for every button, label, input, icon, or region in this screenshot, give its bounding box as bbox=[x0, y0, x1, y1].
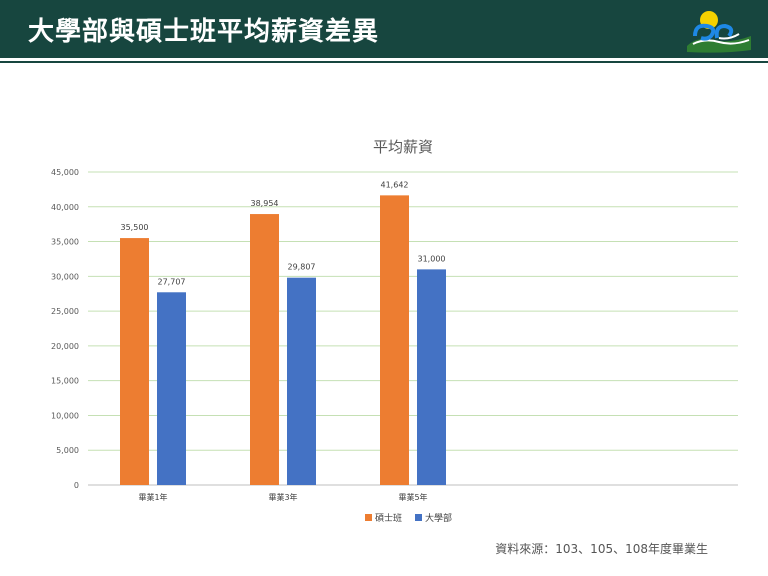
x-category-label: 畢業3年 bbox=[268, 492, 297, 502]
y-tick-label: 5,000 bbox=[56, 446, 79, 455]
source-note: 資料來源：103、105、108年度畢業生 bbox=[495, 542, 708, 556]
university-logo-icon bbox=[687, 11, 751, 53]
bar-masters bbox=[380, 195, 409, 485]
bar-masters bbox=[250, 214, 279, 485]
x-category-label: 畢業5年 bbox=[398, 492, 427, 502]
header-bar: 大學部與碩士班平均薪資差異 bbox=[0, 0, 768, 58]
bar-bachelor bbox=[287, 277, 316, 485]
legend-label: 碩士班 bbox=[375, 512, 402, 524]
legend-swatch bbox=[365, 514, 372, 521]
bar-bachelor bbox=[417, 269, 446, 485]
y-tick-label: 15,000 bbox=[51, 377, 79, 386]
y-tick-label: 45,000 bbox=[51, 168, 79, 177]
x-category-label: 畢業1年 bbox=[138, 492, 167, 502]
bar-bachelor bbox=[157, 292, 186, 485]
data-label: 35,500 bbox=[121, 223, 149, 232]
header-divider bbox=[0, 61, 768, 63]
y-tick-label: 40,000 bbox=[51, 203, 79, 212]
data-label: 31,000 bbox=[418, 254, 446, 263]
data-label: 27,707 bbox=[158, 277, 186, 286]
salary-bar-chart: 平均薪資 0 5,000 10,000 15,000 20,000 25,000 30,000… bbox=[51, 138, 738, 524]
y-tick-label: 25,000 bbox=[51, 307, 79, 316]
data-label: 41,642 bbox=[381, 180, 409, 189]
y-tick-label: 10,000 bbox=[51, 411, 79, 420]
y-tick-label: 20,000 bbox=[51, 342, 79, 351]
y-tick-label: 0 bbox=[74, 481, 79, 490]
chart-title: 平均薪資 bbox=[373, 138, 433, 156]
y-tick-label: 30,000 bbox=[51, 272, 79, 281]
bar-masters bbox=[120, 238, 149, 485]
page-title: 大學部與碩士班平均薪資差異 bbox=[28, 17, 380, 47]
legend-swatch bbox=[415, 514, 422, 521]
legend-label: 大學部 bbox=[425, 512, 452, 524]
data-label: 29,807 bbox=[288, 263, 316, 272]
y-tick-label: 35,000 bbox=[51, 238, 79, 247]
data-label: 38,954 bbox=[251, 199, 279, 208]
